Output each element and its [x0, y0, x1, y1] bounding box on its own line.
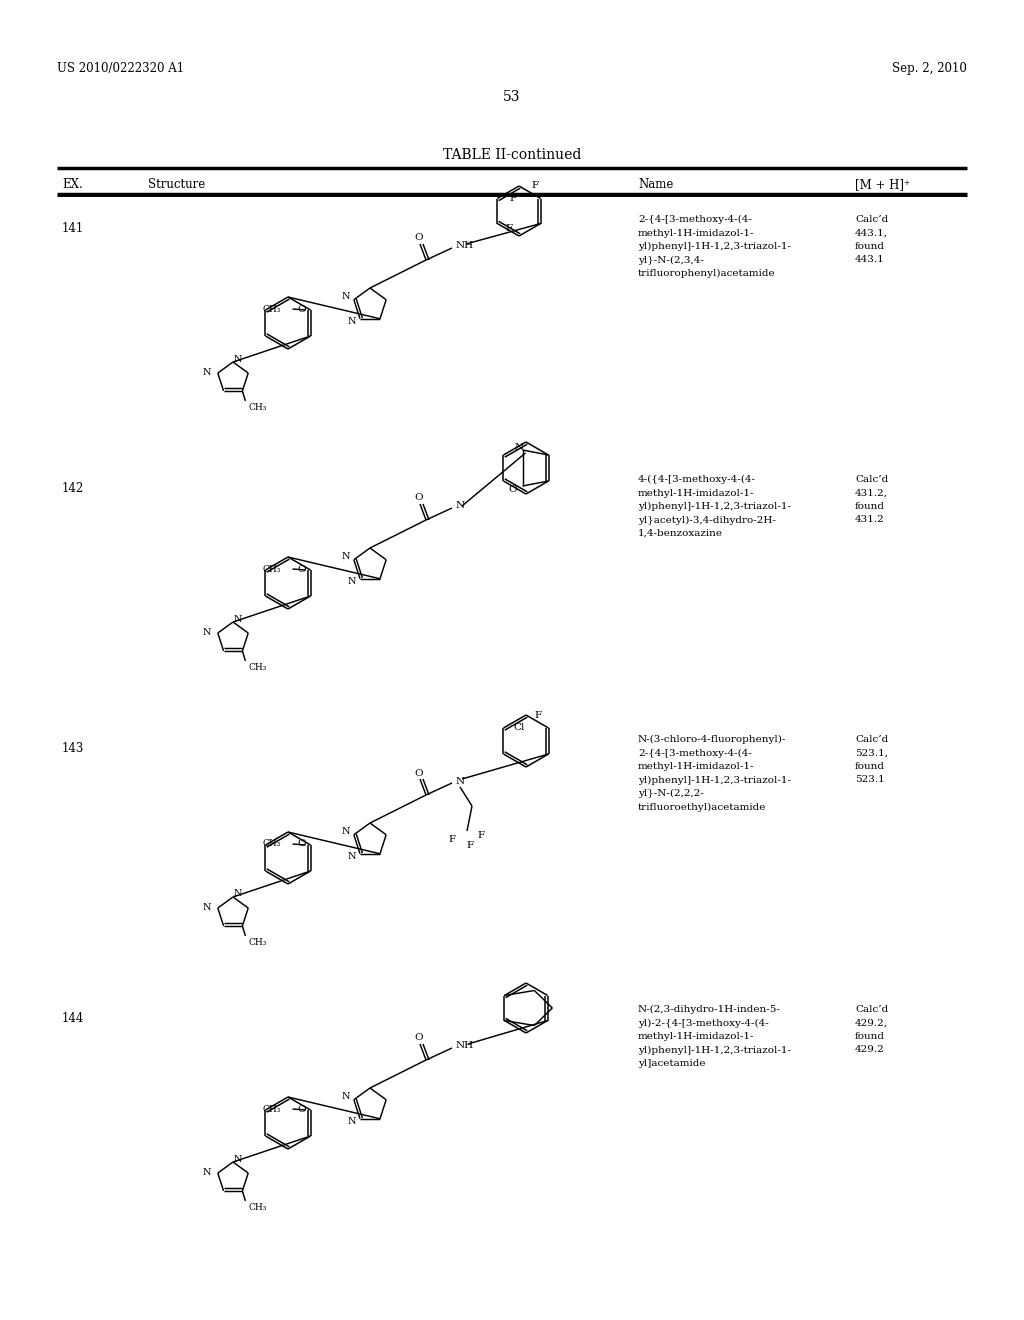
Text: 53: 53	[503, 90, 521, 104]
Text: US 2010/0222320 A1: US 2010/0222320 A1	[57, 62, 184, 75]
Text: Name: Name	[638, 178, 674, 191]
Text: yl)phenyl]-1H-1,2,3-triazol-1-: yl)phenyl]-1H-1,2,3-triazol-1-	[638, 776, 791, 784]
Text: F: F	[477, 832, 484, 841]
Text: F: F	[531, 181, 539, 190]
Text: found: found	[855, 1032, 885, 1041]
Text: 431.2: 431.2	[855, 516, 885, 524]
Text: [M + H]⁺: [M + H]⁺	[855, 178, 910, 191]
Text: yl)-2-{4-[3-methoxy-4-(4-: yl)-2-{4-[3-methoxy-4-(4-	[638, 1019, 769, 1028]
Text: 143: 143	[62, 742, 84, 755]
Text: 2-{4-[3-methoxy-4-(4-: 2-{4-[3-methoxy-4-(4-	[638, 215, 752, 224]
Text: N-(2,3-dihydro-1H-inden-5-: N-(2,3-dihydro-1H-inden-5-	[638, 1005, 781, 1014]
Text: CH₃: CH₃	[262, 840, 281, 849]
Text: EX.: EX.	[62, 178, 83, 191]
Text: 4-({4-[3-methoxy-4-(4-: 4-({4-[3-methoxy-4-(4-	[638, 475, 756, 484]
Text: found: found	[855, 242, 885, 251]
Text: N: N	[456, 502, 465, 511]
Text: F: F	[509, 194, 516, 203]
Text: N: N	[203, 627, 211, 636]
Text: N: N	[342, 552, 350, 561]
Text: N: N	[203, 1168, 211, 1176]
Text: N: N	[234, 615, 243, 623]
Text: N: N	[348, 577, 356, 586]
Text: F: F	[534, 710, 541, 719]
Text: found: found	[855, 762, 885, 771]
Text: N: N	[234, 890, 243, 899]
Text: 443.1: 443.1	[855, 256, 885, 264]
Text: 429.2: 429.2	[855, 1045, 885, 1055]
Text: N: N	[234, 355, 243, 363]
Text: methyl-1H-imidazol-1-: methyl-1H-imidazol-1-	[638, 228, 755, 238]
Text: methyl-1H-imidazol-1-: methyl-1H-imidazol-1-	[638, 488, 755, 498]
Text: Calc’d: Calc’d	[855, 475, 888, 484]
Text: O: O	[415, 768, 423, 777]
Text: CH₃: CH₃	[262, 305, 281, 314]
Text: O: O	[415, 494, 423, 503]
Text: methyl-1H-imidazol-1-: methyl-1H-imidazol-1-	[638, 762, 755, 771]
Text: O: O	[415, 1034, 423, 1043]
Text: yl)phenyl]-1H-1,2,3-triazol-1-: yl)phenyl]-1H-1,2,3-triazol-1-	[638, 242, 791, 251]
Text: Calc’d: Calc’d	[855, 735, 888, 744]
Text: TABLE II-continued: TABLE II-continued	[442, 148, 582, 162]
Text: F: F	[449, 834, 456, 843]
Text: NH: NH	[456, 242, 474, 251]
Text: 144: 144	[62, 1012, 84, 1026]
Text: CH₃: CH₃	[249, 939, 267, 946]
Text: Sep. 2, 2010: Sep. 2, 2010	[892, 62, 967, 75]
Text: Calc’d: Calc’d	[855, 1005, 888, 1014]
Text: yl]acetamide: yl]acetamide	[638, 1059, 706, 1068]
Text: yl}-N-(2,2,2-: yl}-N-(2,2,2-	[638, 789, 703, 799]
Text: CH₃: CH₃	[249, 663, 267, 672]
Text: NH: NH	[456, 1041, 474, 1051]
Text: 1,4-benzoxazine: 1,4-benzoxazine	[638, 529, 723, 539]
Text: O: O	[415, 234, 423, 243]
Text: N: N	[456, 776, 465, 785]
Text: O: O	[297, 565, 306, 573]
Text: N: N	[348, 317, 356, 326]
Text: 523.1: 523.1	[855, 776, 885, 784]
Text: O: O	[508, 484, 517, 494]
Text: methyl-1H-imidazol-1-: methyl-1H-imidazol-1-	[638, 1032, 755, 1041]
Text: 142: 142	[62, 482, 84, 495]
Text: O: O	[297, 1105, 306, 1114]
Text: yl)phenyl]-1H-1,2,3-triazol-1-: yl)phenyl]-1H-1,2,3-triazol-1-	[638, 502, 791, 511]
Text: 429.2,: 429.2,	[855, 1019, 888, 1027]
Text: CH₃: CH₃	[262, 1105, 281, 1114]
Text: found: found	[855, 502, 885, 511]
Text: trifluoroethyl)acetamide: trifluoroethyl)acetamide	[638, 803, 766, 812]
Text: 523.1,: 523.1,	[855, 748, 888, 758]
Text: O: O	[297, 840, 306, 849]
Text: 443.1,: 443.1,	[855, 228, 888, 238]
Text: F: F	[467, 841, 473, 850]
Text: CH₃: CH₃	[249, 403, 267, 412]
Text: 431.2,: 431.2,	[855, 488, 888, 498]
Text: Calc’d: Calc’d	[855, 215, 888, 224]
Text: CH₃: CH₃	[262, 565, 281, 573]
Text: yl)phenyl]-1H-1,2,3-triazol-1-: yl)phenyl]-1H-1,2,3-triazol-1-	[638, 1045, 791, 1055]
Text: N: N	[342, 1092, 350, 1101]
Text: Structure: Structure	[148, 178, 205, 191]
Text: N: N	[203, 903, 211, 912]
Text: N: N	[515, 442, 524, 451]
Text: N: N	[203, 367, 211, 376]
Text: N: N	[342, 292, 350, 301]
Text: yl}-N-(2,3,4-: yl}-N-(2,3,4-	[638, 256, 703, 264]
Text: yl}acetyl)-3,4-dihydro-2H-: yl}acetyl)-3,4-dihydro-2H-	[638, 516, 776, 524]
Text: O: O	[297, 305, 306, 314]
Text: Cl: Cl	[513, 723, 525, 733]
Text: N-(3-chloro-4-fluorophenyl)-: N-(3-chloro-4-fluorophenyl)-	[638, 735, 786, 744]
Text: N: N	[348, 853, 356, 861]
Text: trifluorophenyl)acetamide: trifluorophenyl)acetamide	[638, 269, 775, 279]
Text: 2-{4-[3-methoxy-4-(4-: 2-{4-[3-methoxy-4-(4-	[638, 748, 752, 758]
Text: N: N	[342, 828, 350, 837]
Text: CH₃: CH₃	[249, 1203, 267, 1212]
Text: N: N	[234, 1155, 243, 1163]
Text: 141: 141	[62, 222, 84, 235]
Text: F: F	[506, 224, 512, 234]
Text: N: N	[348, 1117, 356, 1126]
